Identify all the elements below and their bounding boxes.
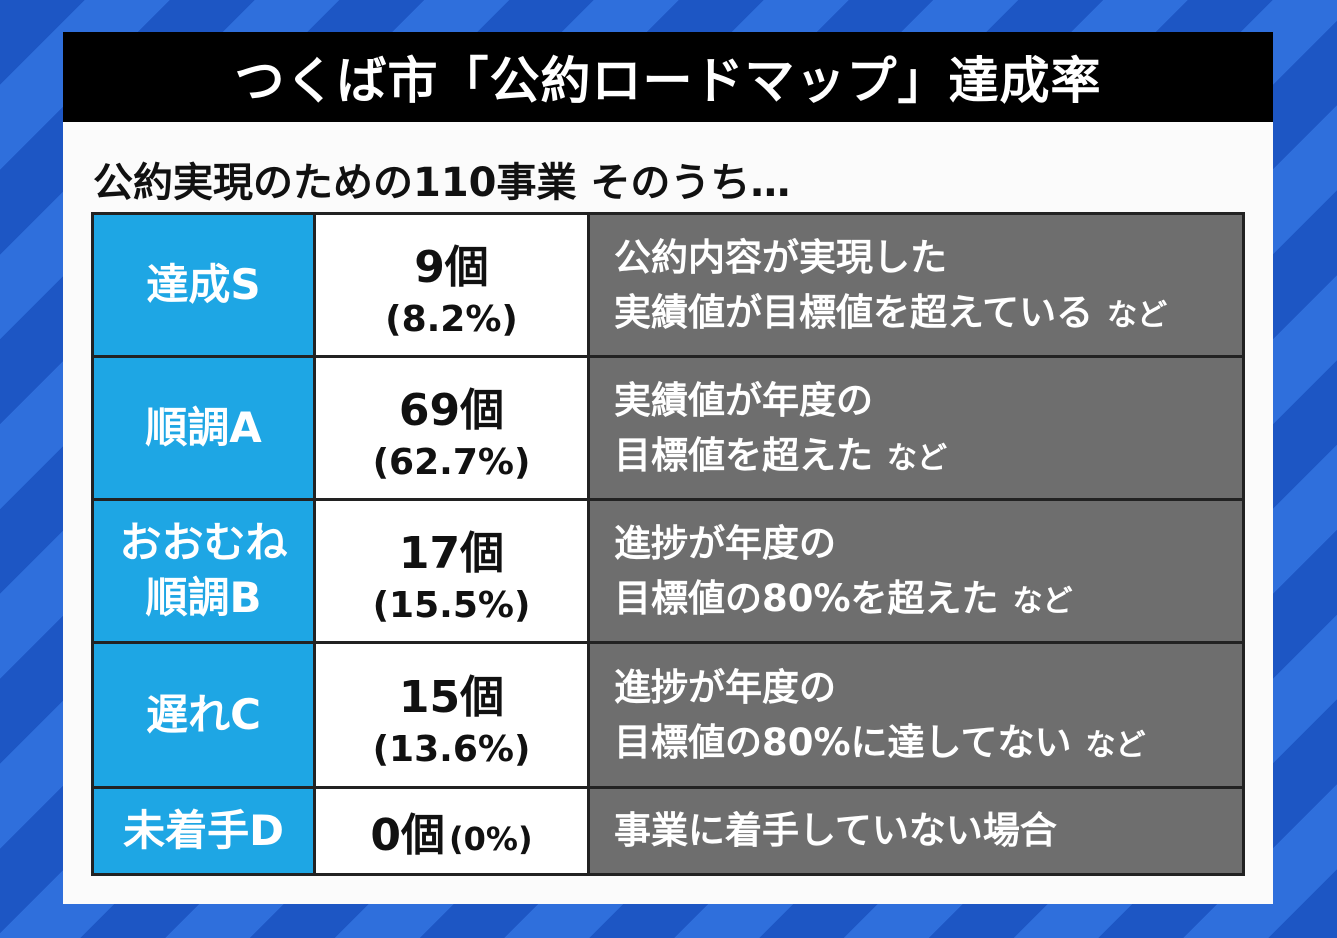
grade-label: 順調A — [145, 402, 262, 452]
grade-label: 遅れC — [146, 689, 261, 739]
description-cell: 実績値が年度の 目標値を超えた など — [590, 358, 1242, 498]
grade-cell: 遅れC — [94, 644, 316, 786]
description-line: 進捗が年度の — [614, 521, 836, 565]
count-value: 17個 — [398, 527, 505, 579]
percent-value: (0%) — [449, 820, 533, 858]
description-suffix: など — [1107, 298, 1168, 333]
count-cell: 15個 (13.6%) — [316, 644, 590, 786]
description-suffix: など — [1012, 584, 1073, 619]
percent-value: (13.6%) — [372, 728, 531, 770]
table-row-b: おおむね 順調B 17個 (15.5%) 進捗が年度の 目標値の80%を超えたな… — [94, 501, 1242, 641]
description-cell: 事業に着手していない場合 — [590, 789, 1242, 873]
description-suffix: など — [887, 441, 947, 476]
grade-cell: 達成S — [94, 215, 316, 355]
grade-cell: 順調A — [94, 358, 316, 498]
row-divider — [94, 355, 1242, 358]
count-value: 15個 — [398, 671, 505, 723]
description-line: 実績値が目標値を超えている — [614, 291, 1094, 334]
count-value: 0個 — [370, 810, 446, 861]
table-row-a: 順調A 69個 (62.7%) 実績値が年度の 目標値を超えた など — [94, 358, 1242, 498]
description-cell: 進捗が年度の 目標値の80%に達してない など — [590, 644, 1242, 786]
description-line: 実績値が年度の — [614, 378, 873, 422]
description-cell: 公約内容が実現した 実績値が目標値を超えている など — [590, 215, 1242, 355]
count-cell: 17個 (15.5%) — [316, 501, 590, 641]
grade-label: おおむね — [119, 518, 288, 568]
rating-table: 達成S 9個 (8.2%) 公約内容が実現した 実績値が目標値を超えている など … — [91, 212, 1245, 876]
description-suffix: など — [1085, 728, 1146, 763]
info-board: つくば市「公約ロードマップ」達成率 公約実現のための110事業 そのうち… 達成… — [63, 32, 1273, 904]
row-divider — [94, 498, 1242, 501]
percent-value: (15.5%) — [372, 584, 531, 626]
count-cell: 0個 (0%) — [316, 789, 590, 873]
count-cell: 69個 (62.7%) — [316, 358, 590, 498]
description-line: 目標値の80%に達してない — [614, 721, 1072, 764]
table-row-d: 未着手D 0個 (0%) 事業に着手していない場合 — [94, 789, 1242, 873]
percent-value: (8.2%) — [385, 298, 518, 340]
grade-cell: 未着手D — [94, 789, 316, 873]
description-cell: 進捗が年度の 目標値の80%を超えた など — [590, 501, 1242, 641]
grade-label: 達成S — [146, 259, 261, 309]
count-cell: 9個 (8.2%) — [316, 215, 590, 355]
board-subtitle: 公約実現のための110事業 そのうち… — [93, 160, 791, 206]
grade-label: 順調B — [145, 573, 262, 622]
board-title: つくば市「公約ロードマップ」達成率 — [63, 32, 1273, 122]
description-line: 事業に着手していない場合 — [614, 809, 1057, 853]
grade-cell: おおむね 順調B — [94, 501, 316, 641]
row-divider — [94, 641, 1242, 644]
description-line: 進捗が年度の — [614, 665, 836, 709]
percent-value: (62.7%) — [372, 441, 531, 483]
grade-label: 未着手D — [123, 805, 284, 855]
count-value: 9個 — [414, 241, 489, 293]
description-line: 目標値の80%を超えた — [614, 577, 999, 620]
row-divider — [94, 786, 1242, 789]
table-row-s: 達成S 9個 (8.2%) 公約内容が実現した 実績値が目標値を超えている など — [94, 215, 1242, 355]
description-line: 公約内容が実現した — [614, 235, 947, 279]
table-row-c: 遅れC 15個 (13.6%) 進捗が年度の 目標値の80%に達してない など — [94, 644, 1242, 786]
count-value: 69個 — [398, 384, 505, 436]
description-line: 目標値を超えた — [614, 434, 873, 477]
